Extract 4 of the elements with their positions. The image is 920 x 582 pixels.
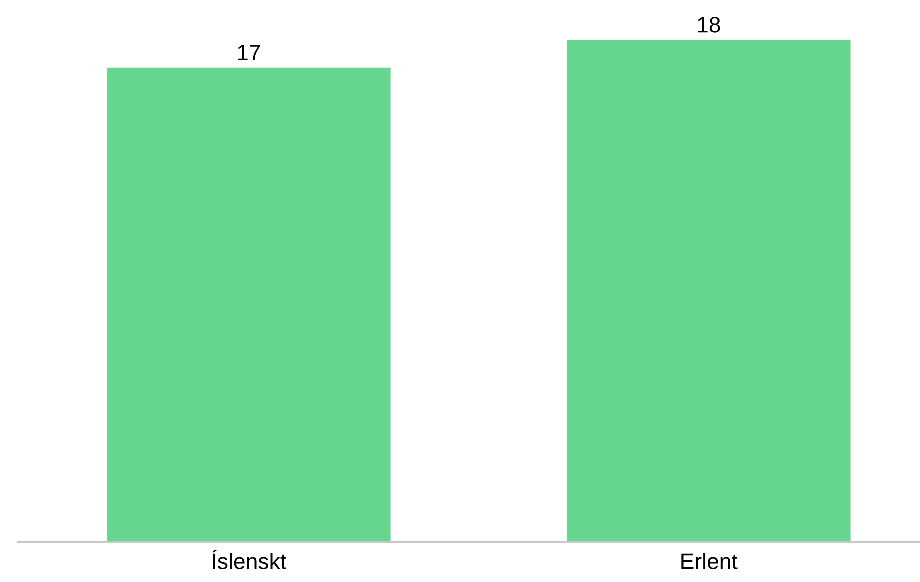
data-label: 18 xyxy=(698,17,720,33)
data-label: 17 xyxy=(238,45,260,60)
x-tick-label: Erlent xyxy=(682,553,738,570)
x-tick-label: Íslenskt xyxy=(212,550,286,570)
